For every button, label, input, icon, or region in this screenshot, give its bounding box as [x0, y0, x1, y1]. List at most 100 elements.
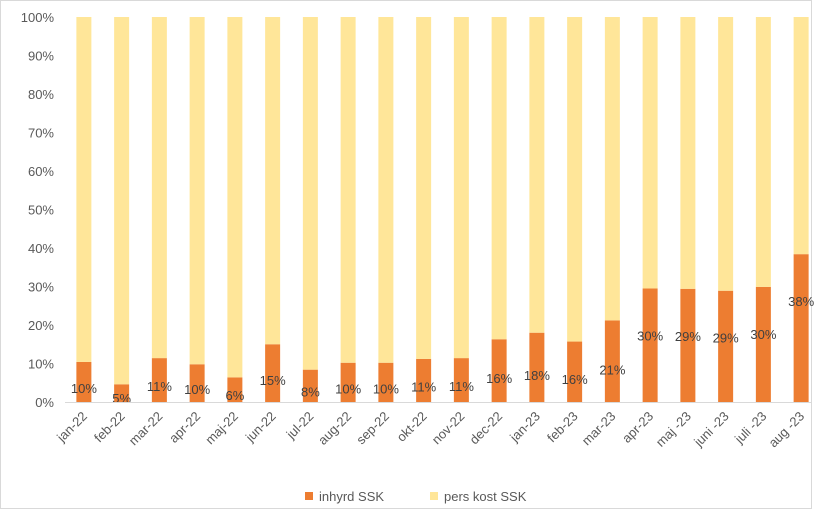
bar-pers-kost-ssk	[340, 17, 356, 363]
bar-pers-kost-ssk	[302, 17, 318, 370]
x-tick-label: jun-22	[242, 409, 279, 446]
bar-pers-kost-ssk	[378, 17, 394, 363]
bar-inhyrd-ssk	[151, 358, 167, 402]
bar-pers-kost-ssk	[529, 17, 545, 333]
y-tick-label: 100%	[21, 10, 55, 25]
y-tick-label: 30%	[28, 280, 54, 295]
x-tick-label: apr-22	[166, 409, 203, 446]
bar-pers-kost-ssk	[755, 17, 771, 287]
x-tick-label: maj -23	[653, 409, 694, 450]
data-label: 15%	[260, 373, 286, 388]
data-label: 6%	[225, 388, 244, 403]
data-label: 11%	[411, 380, 436, 395]
data-label: 29%	[713, 331, 739, 346]
bar-inhyrd-ssk	[491, 339, 507, 402]
y-tick-label: 50%	[28, 203, 54, 218]
x-tick-label: mar-23	[579, 409, 619, 449]
data-label: 38%	[788, 294, 814, 309]
bar-pers-kost-ssk	[793, 17, 809, 255]
x-tick-label: mar-22	[126, 409, 166, 449]
y-tick-label: 10%	[28, 357, 54, 372]
legend-swatch	[430, 492, 438, 500]
y-tick-label: 70%	[28, 126, 54, 141]
x-tick-label: maj-22	[202, 409, 241, 448]
bar-pers-kost-ssk	[642, 17, 658, 289]
bar-inhyrd-ssk	[114, 384, 130, 402]
bar-inhyrd-ssk	[378, 362, 394, 402]
x-tick-label: aug-22	[315, 409, 354, 448]
legend-label: pers kost SSK	[444, 489, 527, 504]
x-tick-label: jan-22	[53, 409, 90, 446]
bar-inhyrd-ssk	[416, 358, 432, 402]
x-tick-label: sep-22	[353, 409, 392, 448]
x-tick-label: feb-22	[91, 409, 128, 446]
data-label: 30%	[750, 327, 776, 342]
bar-pers-kost-ssk	[114, 17, 130, 385]
y-tick-label: 60%	[28, 164, 54, 179]
bar-inhyrd-ssk	[529, 332, 545, 402]
bar-pers-kost-ssk	[567, 17, 583, 342]
data-labels: 10% 5% 11% 10% 6% 15% 8% 10% 10% 11% 11% 16% 18% 16% 2…	[71, 294, 814, 406]
x-tick-label: dec-22	[467, 409, 506, 448]
bar-pers-kost-ssk	[76, 17, 92, 362]
bar-pers-kost-ssk	[680, 17, 696, 289]
bars	[76, 17, 809, 402]
data-label: 11%	[449, 379, 474, 394]
bar-inhyrd-ssk	[265, 344, 281, 402]
bar-inhyrd-ssk	[604, 320, 620, 402]
bar-inhyrd-ssk	[793, 254, 809, 402]
x-tick-label: okt-22	[394, 409, 430, 445]
bar-pers-kost-ssk	[416, 17, 432, 359]
bar-pers-kost-ssk	[491, 17, 507, 340]
data-label: 10%	[71, 381, 97, 396]
bar-pers-kost-ssk	[265, 17, 281, 345]
bar-pers-kost-ssk	[453, 17, 469, 359]
data-label: 29%	[675, 329, 701, 344]
data-label: 10%	[184, 382, 210, 397]
legend-label: inhyrd SSK	[319, 489, 384, 504]
data-label: 16%	[486, 371, 512, 386]
x-tick-label: aug -23	[765, 409, 807, 451]
legend: inhyrd SSK pers kost SSK	[305, 489, 527, 504]
y-tick-label: 90%	[28, 49, 54, 64]
data-label: 30%	[637, 328, 663, 343]
data-label: 8%	[301, 384, 320, 399]
bar-inhyrd-ssk	[227, 377, 243, 402]
data-label: 16%	[562, 372, 588, 387]
bar-inhyrd-ssk	[340, 362, 356, 402]
x-tick-label: juni -23	[690, 409, 731, 450]
bar-inhyrd-ssk	[76, 361, 92, 402]
bar-inhyrd-ssk	[642, 288, 658, 402]
y-tick-label: 20%	[28, 318, 54, 333]
bar-inhyrd-ssk	[567, 341, 583, 402]
x-tick-label: juli -23	[731, 409, 769, 447]
data-label: 10%	[335, 381, 361, 396]
data-label: 18%	[524, 368, 550, 383]
bar-inhyrd-ssk	[453, 358, 469, 402]
y-axis: 0% 10% 20% 30% 40% 50% 60% 70% 80% 90% 100%	[21, 10, 55, 410]
data-label: 11%	[147, 379, 172, 394]
x-tick-label: jul-22	[283, 409, 317, 443]
x-tick-label: jan-23	[506, 409, 543, 446]
x-tick-label: apr-23	[619, 409, 656, 446]
bar-inhyrd-ssk	[718, 290, 734, 402]
x-tick-label: feb-23	[544, 409, 581, 446]
legend-swatch	[305, 492, 313, 500]
bar-inhyrd-ssk	[302, 369, 318, 402]
data-label: 10%	[373, 381, 399, 396]
y-tick-label: 80%	[28, 87, 54, 102]
y-tick-label: 40%	[28, 241, 54, 256]
bar-pers-kost-ssk	[604, 17, 620, 321]
bar-pers-kost-ssk	[151, 17, 167, 359]
bar-pers-kost-ssk	[718, 17, 734, 291]
data-label: 5%	[112, 391, 131, 406]
bar-inhyrd-ssk	[189, 364, 205, 402]
bar-pers-kost-ssk	[227, 17, 243, 378]
bar-inhyrd-ssk	[755, 286, 771, 402]
bar-pers-kost-ssk	[189, 17, 205, 365]
y-tick-label: 0%	[35, 395, 54, 410]
bar-inhyrd-ssk	[680, 288, 696, 402]
